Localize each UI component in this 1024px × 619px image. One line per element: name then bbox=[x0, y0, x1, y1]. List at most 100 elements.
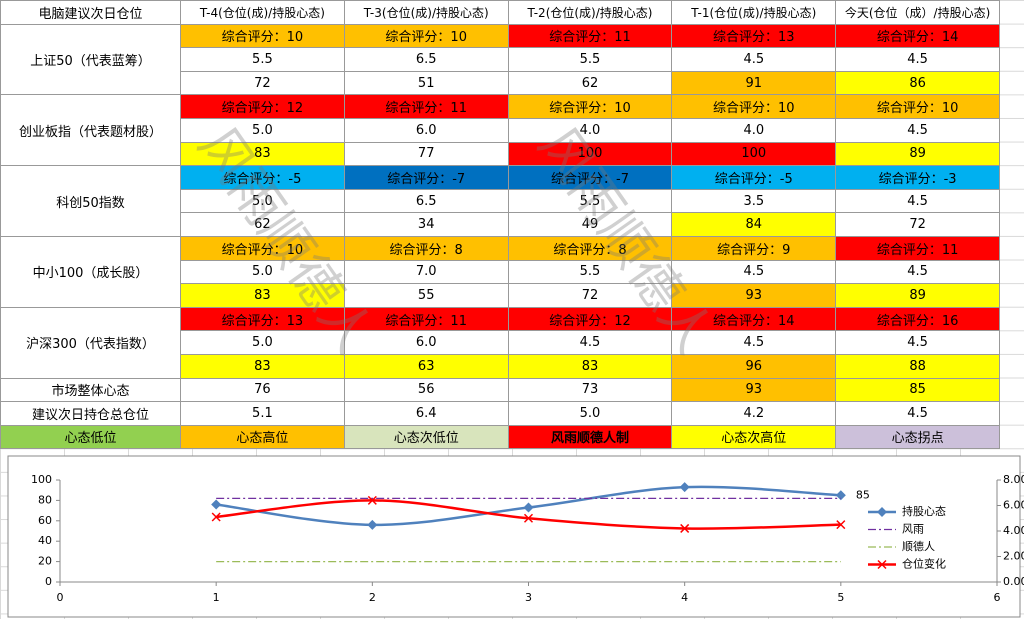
marker bbox=[367, 495, 377, 505]
marker bbox=[835, 490, 846, 501]
cell: 6.4 bbox=[343, 401, 509, 426]
row: 沪深300（代表指数） 综合评分：13 综合评分：11 综合评分：12 综合评分：14 综… bbox=[0, 306, 1000, 379]
cell: 综合评分：9 bbox=[671, 235, 837, 261]
x-tick-label: 6 bbox=[994, 591, 1001, 604]
cell: T-2(仓位(成)/持股心态) bbox=[507, 0, 673, 25]
cell: 72 bbox=[507, 283, 673, 308]
row: 83 55 72 93 89 bbox=[1, 283, 1000, 308]
cell: 4.0 bbox=[507, 117, 673, 143]
y-tick-label: 60 bbox=[38, 514, 52, 527]
cell: 电脑建议次日仓位 bbox=[0, 0, 181, 25]
cell: 综合评分：11 bbox=[835, 235, 1000, 261]
cell: 中小100（成长股） bbox=[0, 235, 181, 308]
cell: 93 bbox=[671, 283, 837, 308]
marker bbox=[211, 499, 222, 510]
cell: 72 bbox=[835, 212, 1000, 237]
chart-frame bbox=[7, 455, 1021, 618]
legend-label: 顺德人 bbox=[902, 539, 935, 553]
cell: 49 bbox=[507, 212, 673, 237]
legend-marker bbox=[877, 507, 887, 517]
cell: 上证50（代表蓝筹） bbox=[0, 23, 181, 96]
cell: 5.5 bbox=[180, 47, 345, 72]
row: 5.0 6.5 5.5 3.5 4.5 bbox=[1, 188, 1000, 214]
cell: 综合评分：13 bbox=[180, 306, 345, 332]
cell: 综合评分：8 bbox=[507, 235, 673, 261]
cell: 4.5 bbox=[671, 47, 837, 72]
legend-marker bbox=[877, 559, 887, 570]
cell: 85 bbox=[835, 377, 1000, 403]
row: 电脑建议次日仓位 T-4(仓位(成)/持股心态) T-3(仓位(成)/持股心态) T-… bbox=[0, 0, 1000, 25]
cell: 77 bbox=[343, 141, 509, 167]
cell: 100 bbox=[507, 141, 673, 167]
cell: 86 bbox=[835, 70, 1000, 96]
marker bbox=[211, 512, 221, 522]
cell: 88 bbox=[835, 353, 1000, 379]
y2-tick-label: 2.00 bbox=[1003, 550, 1024, 563]
marker bbox=[679, 482, 690, 493]
row: 上证50（代表蓝筹） 综合评分：10 综合评分：10 综合评分：11 综合评分：13 综合… bbox=[0, 23, 1000, 96]
cell: 55 bbox=[343, 283, 509, 308]
cell: 心态次高位 bbox=[671, 424, 837, 450]
cell: 5.5 bbox=[507, 188, 673, 214]
y2-tick-label: 8.00 bbox=[1003, 473, 1024, 486]
cell: 96 bbox=[671, 353, 837, 379]
cell: 6.0 bbox=[343, 330, 509, 355]
cell: 综合评分：10 bbox=[507, 94, 673, 119]
x-tick-label: 2 bbox=[369, 591, 376, 604]
cell: 综合评分：10 bbox=[343, 23, 509, 49]
cell: 综合评分：11 bbox=[507, 23, 673, 49]
cell: 心态低位 bbox=[0, 424, 181, 450]
cell: 综合评分：10 bbox=[835, 94, 1000, 119]
cell: 风雨顺德人制 bbox=[507, 424, 673, 450]
cell: 83 bbox=[507, 353, 673, 379]
x-tick-label: 3 bbox=[525, 591, 532, 604]
x-tick-label: 4 bbox=[681, 591, 688, 604]
row: 建议次日持仓总仓位 5.1 6.4 5.0 4.2 4.5 bbox=[0, 401, 1000, 426]
cell: 心态次低位 bbox=[343, 424, 509, 450]
cell: 72 bbox=[180, 70, 345, 96]
cell: 5.5 bbox=[507, 259, 673, 285]
cell: 5.0 bbox=[180, 259, 345, 285]
sheet-table: 电脑建议次日仓位 T-4(仓位(成)/持股心态) T-3(仓位(成)/持股心态) T-… bbox=[0, 0, 1000, 450]
cell: 62 bbox=[507, 70, 673, 96]
cell: T-3(仓位(成)/持股心态) bbox=[343, 0, 509, 25]
cell: 56 bbox=[343, 377, 509, 403]
cell: 83 bbox=[180, 353, 345, 379]
cell: 83 bbox=[180, 283, 345, 308]
cell: 4.5 bbox=[671, 330, 837, 355]
y2-tick-label: 6.00 bbox=[1003, 499, 1024, 512]
row: 创业板指（代表题材股） 综合评分：12 综合评分：11 综合评分：10 综合评分：10 综… bbox=[0, 94, 1000, 167]
cell: 5.0 bbox=[180, 330, 345, 355]
x-tick-label: 5 bbox=[837, 591, 844, 604]
cell: 市场整体心态 bbox=[0, 377, 181, 403]
cell: 4.5 bbox=[835, 259, 1000, 285]
cell: 4.5 bbox=[835, 330, 1000, 355]
marker bbox=[523, 502, 534, 513]
data-label: 85 bbox=[856, 488, 870, 501]
cell: 建议次日持仓总仓位 bbox=[0, 401, 181, 426]
cell: 今天(仓位（成）/持股心态) bbox=[835, 0, 1000, 25]
y-tick-label: 40 bbox=[38, 534, 52, 547]
marker bbox=[836, 520, 846, 530]
cell: 34 bbox=[343, 212, 509, 237]
marker bbox=[367, 519, 378, 530]
cell: 4.5 bbox=[507, 330, 673, 355]
row: 心态低位 心态高位 心态次低位 风雨顺德人制 心态次高位 心态拐点 bbox=[0, 424, 1000, 450]
cell: 综合评分：16 bbox=[835, 306, 1000, 332]
legend-label: 风雨 bbox=[902, 523, 924, 536]
cell: 4.5 bbox=[835, 47, 1000, 72]
row: 72 51 62 91 86 bbox=[1, 70, 1000, 96]
cell: 62 bbox=[180, 212, 345, 237]
cell: 91 bbox=[671, 70, 837, 96]
cell: 综合评分：12 bbox=[507, 306, 673, 332]
legend-label: 持股心态 bbox=[902, 504, 946, 518]
row: 5.0 7.0 5.5 4.5 4.5 bbox=[1, 259, 1000, 285]
cell: 3.5 bbox=[671, 188, 837, 214]
cell: 4.2 bbox=[671, 401, 837, 426]
y-tick-label: 0 bbox=[45, 575, 52, 588]
cell: 4.5 bbox=[671, 259, 837, 285]
cell: 综合评分：-7 bbox=[507, 165, 673, 190]
cell: 4.5 bbox=[835, 117, 1000, 143]
cell: 综合评分：10 bbox=[671, 94, 837, 119]
